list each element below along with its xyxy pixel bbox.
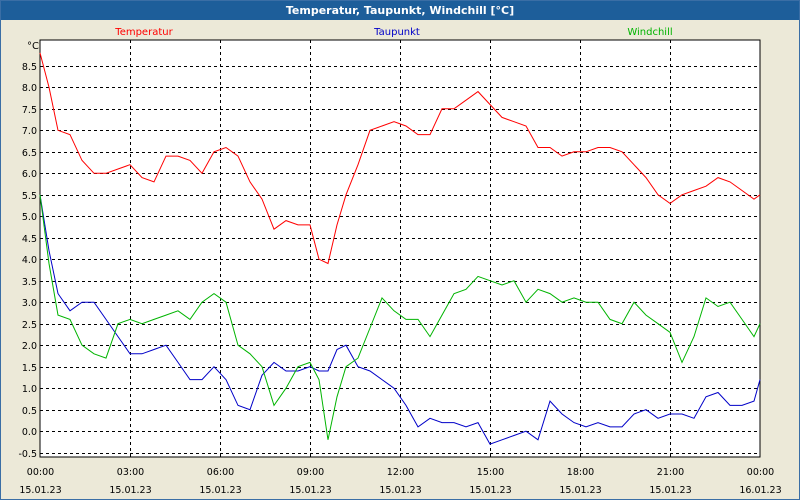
y-tick-label: 3.0 <box>22 298 37 309</box>
x-tick-label-date: 15.01.23 <box>559 485 601 496</box>
legend-entry: Taupunkt <box>373 27 420 38</box>
x-tick-label-time: 15:00 <box>477 467 504 478</box>
series-line-temperatur <box>39 52 761 265</box>
x-tick-label-time: 21:00 <box>657 467 684 478</box>
y-tick-label: 5.5 <box>22 191 37 202</box>
legend-entry: Temperatur <box>114 27 173 38</box>
series-line-windchill <box>39 194 761 440</box>
y-tick-label: 4.0 <box>22 255 37 266</box>
y-axis-label: °C <box>27 41 39 52</box>
y-tick-label: 4.5 <box>22 234 37 245</box>
x-tick-label-time: 00:00 <box>27 467 54 478</box>
y-tick-label: 6.0 <box>22 169 37 180</box>
x-tick-label-date: 15.01.23 <box>649 485 691 496</box>
y-tick-label: 8.0 <box>22 83 37 94</box>
x-tick-label-date: 15.01.23 <box>109 485 151 496</box>
y-tick-label: 0.0 <box>22 427 37 438</box>
series-line-taupunkt <box>39 194 761 445</box>
x-tick-label-date: 16.01.23 <box>739 485 781 496</box>
x-tick-label-time: 09:00 <box>297 467 324 478</box>
y-tick-label: 6.5 <box>22 148 37 159</box>
x-tick-label-time: 18:00 <box>567 467 594 478</box>
x-tick-label-time: 00:00 <box>747 467 774 478</box>
x-tick-label-date: 15.01.23 <box>379 485 421 496</box>
y-tick-label: 5.0 <box>22 212 37 223</box>
y-tick-label: 2.0 <box>22 341 37 352</box>
x-tick-label-date: 15.01.23 <box>289 485 331 496</box>
y-tick-label: 7.0 <box>22 126 37 137</box>
y-tick-label: 3.5 <box>22 277 37 288</box>
y-tick-label: 0.5 <box>22 406 37 417</box>
x-tick-label-date: 15.01.23 <box>199 485 241 496</box>
legend-entry: Windchill <box>627 27 672 38</box>
x-tick-label-time: 03:00 <box>117 467 144 478</box>
y-tick-label: 8.5 <box>22 62 37 73</box>
x-tick-label-date: 15.01.23 <box>469 485 511 496</box>
y-tick-label: 1.5 <box>22 363 37 374</box>
window-title: Temperatur, Taupunkt, Windchill [°C] <box>1 1 799 20</box>
y-tick-label: 2.5 <box>22 320 37 331</box>
y-tick-label: 7.5 <box>22 105 37 116</box>
y-tick-label: 1.0 <box>22 384 37 395</box>
x-tick-label-date: 15.01.23 <box>19 485 61 496</box>
x-tick-label-time: 12:00 <box>387 467 414 478</box>
x-tick-label-time: 06:00 <box>207 467 234 478</box>
y-tick-label: -0.5 <box>18 449 37 460</box>
